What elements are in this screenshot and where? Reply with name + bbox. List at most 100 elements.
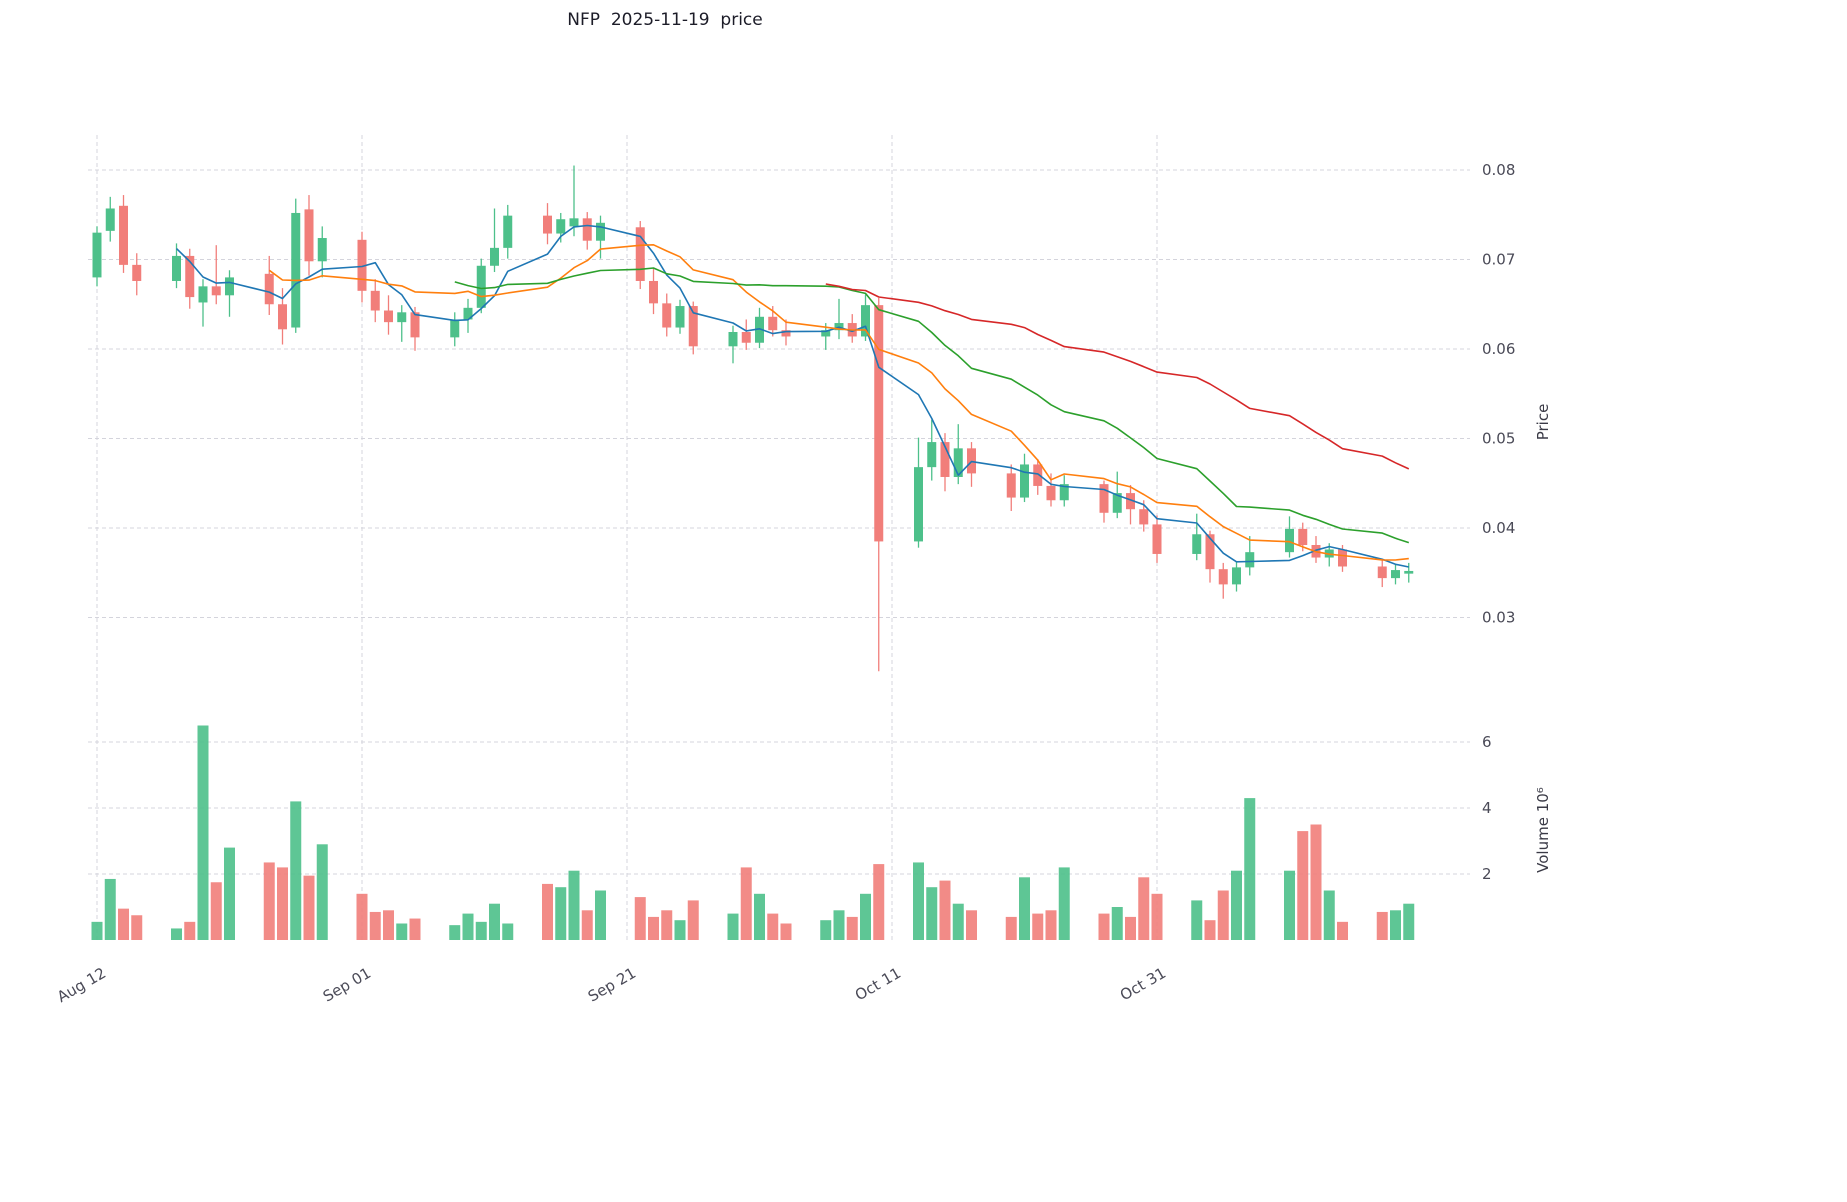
- candle-body: [569, 218, 579, 227]
- candle-body: [1126, 493, 1135, 510]
- volume-bar: [171, 928, 182, 940]
- volume-bar: [118, 908, 129, 940]
- candle-body: [490, 247, 499, 266]
- candle-body: [185, 255, 195, 298]
- volume-bar: [568, 870, 580, 940]
- candle-body: [556, 219, 566, 234]
- volume-bar: [1217, 890, 1229, 940]
- candle-body: [92, 232, 102, 278]
- candle-body: [741, 331, 751, 343]
- candle-body: [768, 316, 778, 331]
- volume-bar: [555, 887, 567, 940]
- candle-body: [198, 286, 208, 303]
- candle-body: [728, 331, 738, 347]
- volume-bar: [1111, 907, 1123, 940]
- x-tick-label: Aug 12: [54, 964, 109, 1006]
- volume-bar: [687, 900, 699, 940]
- volume-bar: [184, 921, 196, 940]
- volume-bar: [926, 887, 938, 940]
- price-tick-label: 0.07: [1482, 251, 1515, 269]
- volume-bar: [1337, 921, 1348, 940]
- volume-bar: [595, 890, 606, 940]
- volume-bar: [780, 923, 792, 940]
- candle-body: [543, 215, 552, 234]
- candle-body: [172, 255, 181, 281]
- candle-body: [476, 265, 486, 308]
- candle-body: [410, 312, 420, 338]
- volume-bar: [1032, 913, 1044, 940]
- volume-bar: [210, 882, 222, 940]
- volume-bar: [846, 916, 858, 940]
- volume-bar: [939, 880, 951, 940]
- candle-body: [384, 310, 393, 323]
- candle-body: [357, 239, 367, 291]
- volume-bar: [369, 911, 381, 940]
- candle-body: [1139, 509, 1149, 525]
- candle-body: [264, 273, 274, 305]
- candle-body: [463, 307, 473, 320]
- volume-bar: [767, 913, 779, 940]
- candle-body: [861, 305, 870, 337]
- x-tick-label: Sep 01: [320, 964, 374, 1006]
- volume-bar: [1204, 920, 1216, 940]
- candles: [92, 165, 1414, 672]
- candle-body: [1285, 528, 1294, 553]
- volume-bar: [1151, 893, 1163, 940]
- candle-body: [1404, 570, 1414, 574]
- volume-bar: [1005, 916, 1017, 940]
- volume-bar: [1323, 890, 1335, 940]
- volume-bar: [462, 913, 474, 940]
- volume-bars: [91, 725, 1415, 940]
- volume-bar: [290, 801, 302, 940]
- candle-body: [1152, 524, 1162, 554]
- volume-bar: [197, 725, 209, 940]
- volume-tick-label: 2: [1482, 865, 1492, 883]
- ma-lines: [175, 224, 1410, 568]
- volume-bar: [1138, 877, 1150, 940]
- candle-body: [927, 442, 937, 468]
- volume-bar: [833, 910, 845, 940]
- candle-body: [635, 227, 645, 281]
- volume-bar: [449, 925, 461, 940]
- volume-bar: [727, 913, 739, 940]
- candle-body: [1232, 567, 1241, 585]
- candle-body: [1020, 464, 1029, 498]
- volume-bar: [1231, 870, 1242, 940]
- price-tick-label: 0.04: [1482, 519, 1515, 537]
- candle-body: [225, 277, 234, 296]
- volume-bar: [383, 910, 394, 940]
- candle-body: [1112, 493, 1122, 513]
- candle-body: [649, 280, 658, 304]
- volume-bar: [952, 903, 964, 940]
- candle-body: [1192, 534, 1202, 554]
- candle-body: [596, 222, 605, 241]
- price-axis-label: Price: [1534, 404, 1552, 441]
- volume-bar: [1125, 916, 1136, 940]
- volume-bar: [409, 918, 421, 940]
- candle-body: [1377, 566, 1387, 579]
- volume-bar: [396, 923, 408, 940]
- candle-body: [370, 290, 380, 311]
- volume-bar: [860, 893, 871, 940]
- volume-axis-label: Volume 10⁶: [1534, 787, 1552, 873]
- ma-line-40: [825, 283, 1410, 470]
- volume-bar: [1376, 911, 1388, 940]
- ma-line-20: [454, 267, 1410, 544]
- price-tick-label: 0.08: [1482, 161, 1515, 179]
- volume-bar: [820, 920, 832, 940]
- candle-body: [1298, 528, 1308, 546]
- candle-body: [503, 215, 513, 248]
- volume-bar: [303, 875, 315, 940]
- candle-body: [304, 209, 314, 262]
- volume-bar: [754, 893, 765, 940]
- candle-body: [291, 212, 301, 328]
- candle-body: [211, 286, 221, 296]
- price-tick-label: 0.03: [1482, 609, 1515, 627]
- candle-body: [688, 306, 698, 347]
- volume-bar: [263, 862, 275, 940]
- volume-bar: [674, 920, 686, 940]
- volume-bar: [1191, 900, 1203, 940]
- volume-bar: [502, 923, 514, 940]
- volume-bar: [634, 897, 646, 940]
